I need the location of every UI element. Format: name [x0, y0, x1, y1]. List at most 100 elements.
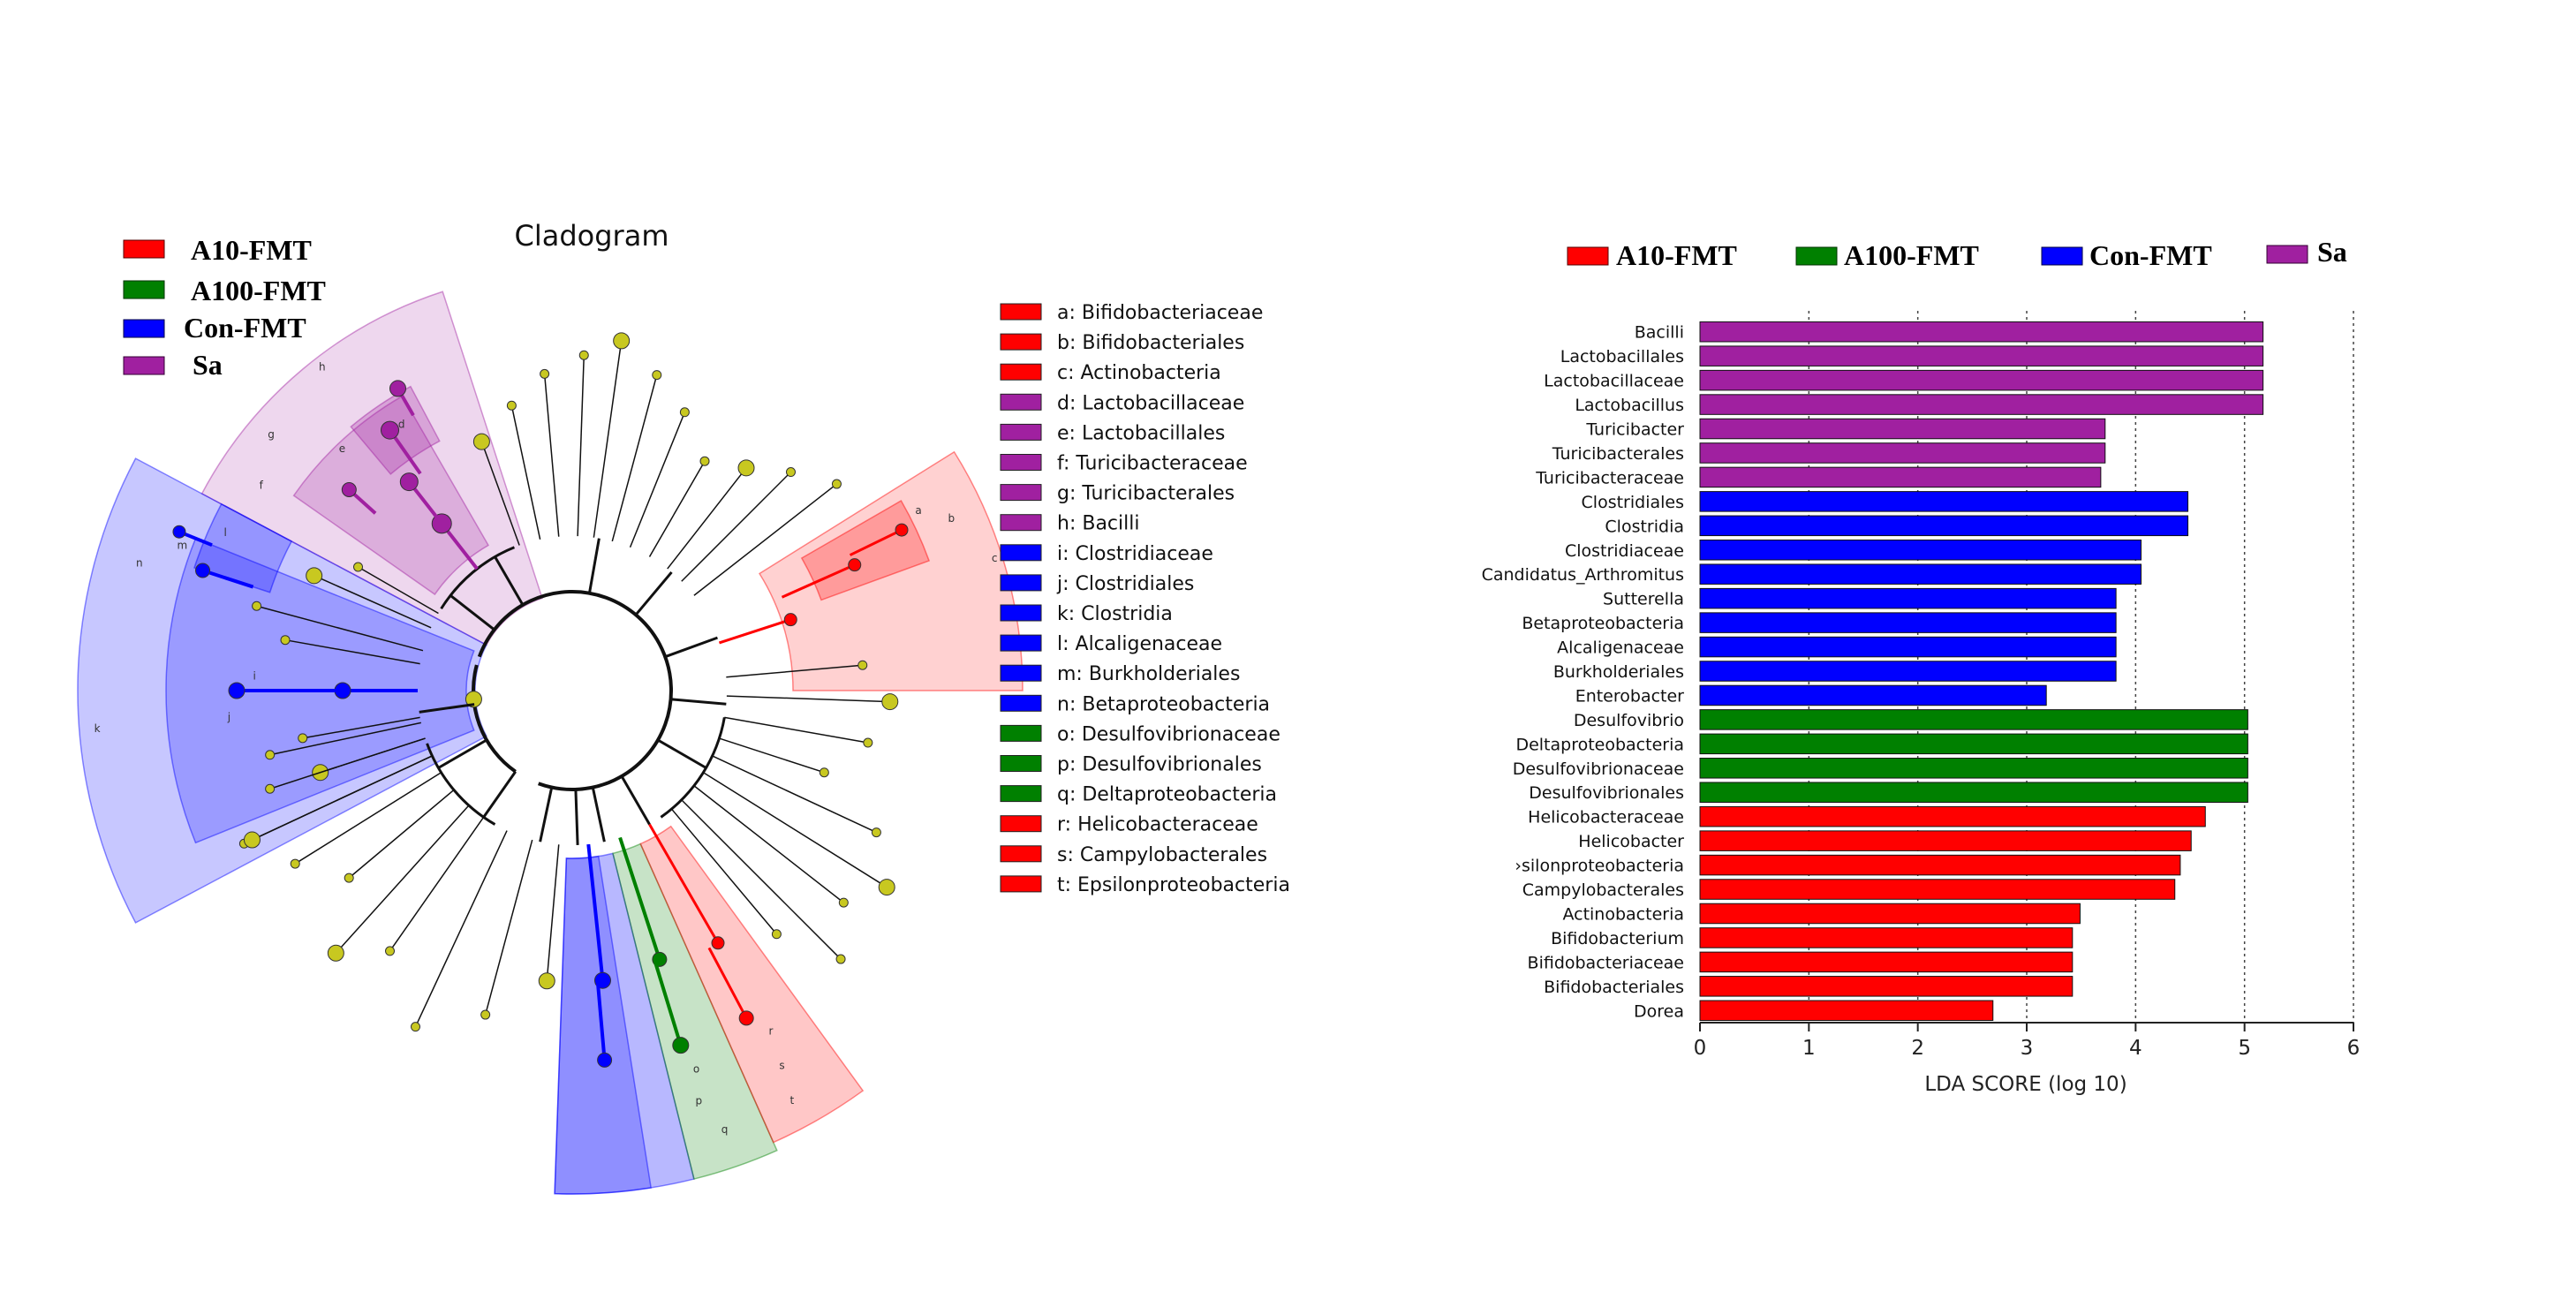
clade-tag: g	[268, 428, 275, 441]
tree-node	[306, 567, 323, 585]
cladogram-tree	[172, 332, 909, 1068]
clade-tag: l	[224, 526, 227, 539]
taxon-legend-label: l: Alcaligenaceae	[1057, 633, 1222, 655]
tree-node	[290, 858, 300, 869]
lda-bar	[1699, 636, 2117, 658]
clade-tag: r	[769, 1025, 774, 1038]
tree-node	[389, 380, 406, 397]
tree-node	[540, 368, 550, 379]
tree-branch	[484, 839, 533, 1016]
lda-bar	[1699, 661, 2117, 682]
tree-branch	[348, 789, 455, 879]
tree-node	[578, 350, 589, 360]
tree-branch	[657, 738, 707, 769]
lda-bar-label: Actinobacteria	[1562, 904, 1684, 924]
lda-bar	[1699, 321, 2264, 343]
lda-bar-label: Lactobacillales	[1560, 347, 1684, 366]
clade-tag: e	[339, 442, 345, 455]
tree-arc	[426, 743, 496, 826]
tree-branch	[284, 638, 420, 665]
tree-arc	[660, 717, 726, 819]
tree-branch	[681, 799, 842, 960]
tree-branch	[726, 664, 863, 678]
taxon-legend-label: g: Turicibacterales	[1057, 483, 1235, 505]
tree-node	[243, 831, 261, 849]
clade-tag: o	[693, 1063, 699, 1076]
lda-bar	[1699, 491, 2189, 512]
tree-branch	[781, 563, 856, 599]
tree-node	[327, 944, 344, 962]
taxon-legend-swatch	[1000, 363, 1042, 381]
tree-node	[172, 525, 186, 539]
tree-branch	[726, 695, 890, 703]
tree-branch	[419, 703, 475, 714]
lda-bar	[1699, 758, 2248, 779]
clade-tag: m	[177, 539, 187, 551]
tree-branch	[629, 412, 686, 548]
tree-branch	[849, 528, 903, 556]
tree-node	[465, 691, 482, 708]
clade-sectors	[77, 291, 1024, 1195]
tree-node	[857, 660, 868, 670]
cladogram: a b c d e f g h i j k l m n o p q r s t	[77, 291, 1024, 1195]
taxon-legend-label: k: Clostridia	[1057, 603, 1173, 625]
lda-bar	[1699, 733, 2248, 755]
lda-tick-label: 3	[2021, 1037, 2034, 1060]
lda-bar	[1699, 879, 2176, 900]
lda-bar-label: Desulfovibrionales	[1529, 783, 1684, 803]
lda-bar	[1699, 854, 2181, 876]
tree-branch	[664, 636, 718, 659]
lda-bar	[1699, 612, 2117, 633]
lda-bar	[1699, 805, 2206, 827]
taxon-legend-swatch	[1000, 815, 1042, 833]
tree-node	[738, 1010, 754, 1026]
tree-node	[265, 783, 276, 794]
taxon-legend-swatch	[1000, 393, 1042, 411]
tree-node	[771, 929, 782, 940]
taxon-legend-swatch	[1000, 785, 1042, 803]
clade-tag: s	[779, 1060, 784, 1072]
lda-bar-label: Deltaproteobacteria	[1515, 735, 1684, 754]
tree-branch	[593, 340, 623, 538]
lda-bar	[1699, 442, 2106, 464]
tree-node	[699, 456, 710, 466]
tree-branch	[719, 737, 825, 774]
lda-bar	[1699, 540, 2142, 561]
lda-bar-label: Enterobacter	[1575, 686, 1684, 706]
taxon-legend-swatch	[1000, 574, 1042, 592]
tree-branch	[707, 947, 748, 1019]
tree-node	[265, 750, 276, 760]
tree-branch	[712, 755, 877, 834]
lda-tick-label: 2	[1911, 1037, 1924, 1060]
tree-node	[783, 613, 797, 627]
clade-tags: a b c d e f g h i j k l m n o p q r s t	[94, 361, 998, 1137]
tree-node	[835, 954, 846, 964]
tree-branch	[618, 836, 661, 960]
tree-branch	[693, 483, 837, 596]
taxon-legend-label: a: Bifidobacteriaceae	[1057, 302, 1263, 324]
clade-tag: b	[948, 512, 956, 525]
lda-tick-label: 0	[1694, 1037, 1707, 1060]
lda-bar	[1699, 418, 2106, 440]
taxon-legend-label: p: Desulfovibrionales	[1057, 754, 1262, 776]
tree-branch	[543, 374, 560, 537]
tree-branch	[389, 816, 485, 952]
clade-sector-actinobacteria	[758, 450, 1024, 691]
lda-bar	[1699, 587, 2117, 609]
tree-branch	[591, 787, 606, 842]
tree-node	[399, 472, 419, 492]
legend-label-a100: A100-FMT	[191, 275, 326, 306]
tree-node	[341, 481, 357, 497]
clade-sector-bacilli	[200, 291, 543, 646]
tree-branch	[620, 775, 651, 826]
lda-tick-label: 4	[2129, 1037, 2142, 1060]
lda-x-axis: 0 1 2 3 4 5 6	[1694, 1022, 2360, 1060]
taxon-legend-label: d: Lactobacillaceae	[1057, 392, 1244, 414]
lda-bar-label: Lactobacillaceae	[1544, 372, 1684, 391]
tree-node	[353, 562, 364, 572]
clade-sector-deltaproteobacteria	[612, 842, 778, 1180]
lda-bar-label: Bifidobacteriaceae	[1528, 953, 1684, 972]
taxon-legend-swatch	[1000, 755, 1042, 772]
lda-bar-label: Clostridiaceae	[1565, 541, 1684, 561]
tree-branch	[201, 569, 254, 589]
